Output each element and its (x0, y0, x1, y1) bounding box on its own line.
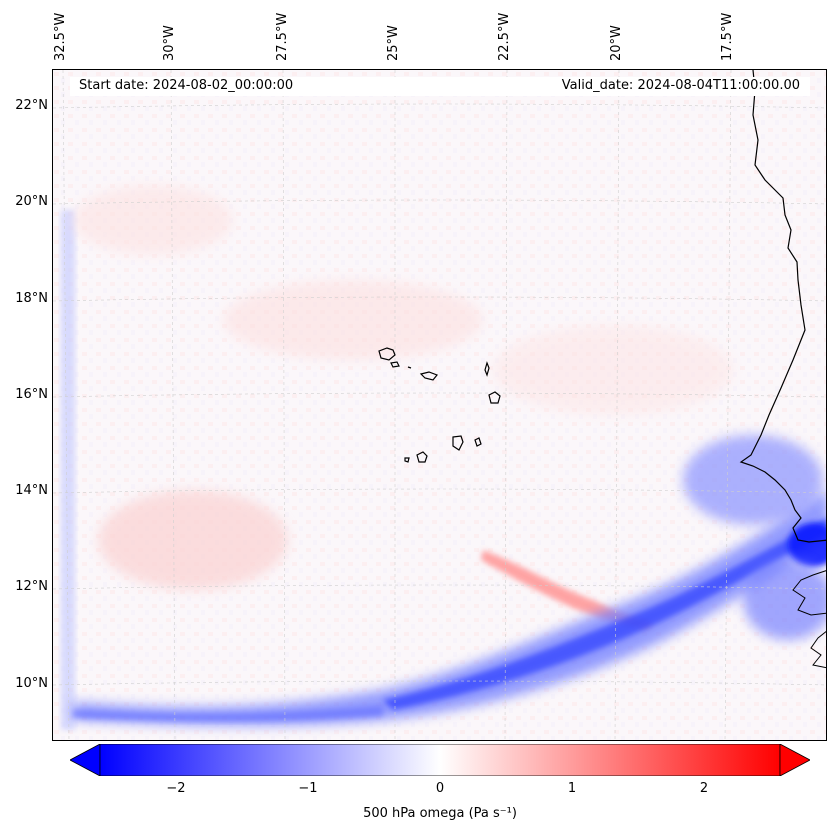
ascent-band-core (383, 518, 826, 710)
lat-label-12n: 12°N (15, 579, 48, 594)
lat-label-10n: 10°N (15, 676, 48, 691)
lon-label-17.5w: 17.5°W (720, 12, 735, 61)
date-annotation-bar (70, 77, 810, 96)
valid-date-label: Valid_date: 2024-08-04T11:00:00.00 (561, 78, 800, 93)
colorbar-tick-minus2: −2 (166, 781, 186, 796)
lat-label-16n: 16°N (15, 387, 48, 402)
west-boundary-ascent (61, 210, 75, 730)
colorbar-tick-0: 0 (435, 781, 445, 796)
colorbar-tick-1: 1 (567, 781, 577, 796)
cape-verde-islands (378, 347, 501, 463)
lon-label-20w: 20°W (609, 25, 624, 61)
african-coastline (739, 70, 826, 543)
ascent-band-tail (73, 706, 383, 722)
start-date-label: Start date: 2024-08-02_00:00:00 (79, 78, 294, 93)
omega-field (53, 70, 826, 740)
lon-label-25w: 25°W (386, 25, 401, 61)
lon-label-30w: 30°W (162, 25, 177, 61)
lon-label-32.5w: 32.5°W (53, 12, 68, 61)
lon-label-22.5w: 22.5°W (497, 12, 512, 61)
map-panel[interactable] (52, 69, 827, 741)
subsidence-patch (223, 280, 483, 360)
coastal-ascent (743, 560, 826, 640)
african-coastline (810, 630, 826, 669)
subsidence-patch (493, 325, 733, 415)
subsidence-patch (73, 185, 233, 255)
colorbar-extend-low (69, 743, 101, 777)
colorbar-gradient (99, 743, 781, 777)
graticule (53, 70, 826, 740)
colorbar-label: 500 hPa omega (Pa s⁻¹) (363, 806, 517, 821)
coastal-ascent (683, 435, 823, 525)
african-coastline (792, 570, 826, 616)
lat-label-14n: 14°N (15, 483, 48, 498)
coastal-ascent-core (788, 523, 826, 567)
colorbar-extend-high (779, 743, 811, 777)
colorbar-tick-minus1: −1 (298, 781, 318, 796)
lon-label-27.5w: 27.5°W (275, 12, 290, 61)
colorbar-tick-2: 2 (699, 781, 709, 796)
lat-label-22n: 22°N (15, 98, 48, 113)
subsidence-patch (98, 490, 288, 590)
background-field (53, 70, 826, 740)
lat-label-20n: 20°N (15, 194, 48, 209)
lat-label-18n: 18°N (15, 291, 48, 306)
colorbar (69, 743, 811, 780)
